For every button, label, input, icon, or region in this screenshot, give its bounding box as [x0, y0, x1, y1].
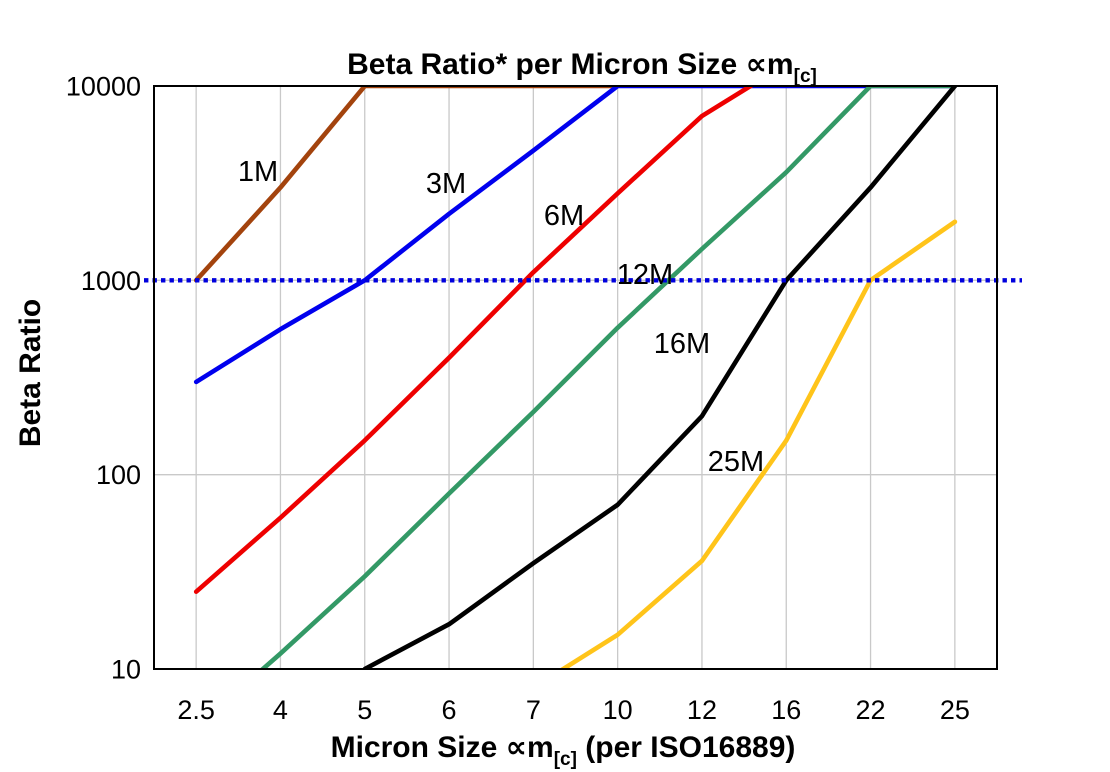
series-label-12M: 12M	[617, 259, 673, 291]
y-tick-label-10: 10	[111, 655, 141, 685]
x-tick-label-7: 7	[526, 695, 541, 725]
x-axis-title: Micron Size ∝m[c] (per ISO16889)	[331, 731, 796, 770]
series-label-1M: 1M	[238, 156, 278, 188]
x-axis-title-post: (per ISO16889)	[577, 731, 795, 764]
series-lines	[193, 86, 958, 669]
x-axis-title-pre: Micron Size	[331, 731, 506, 764]
x-tick-label-22: 22	[856, 695, 886, 725]
series-line-3M	[193, 86, 958, 385]
plot-border	[153, 85, 998, 670]
series-line-12M	[259, 86, 958, 669]
series-label-25M: 25M	[708, 446, 764, 478]
series-labels: 1M 3M 6M 12M 16M 25M	[238, 156, 764, 478]
x-tick-label-2.5: 2.5	[177, 695, 215, 725]
y-tick-label-10000: 10000	[66, 72, 141, 102]
chart-title-main: Beta Ratio* per Micron Size	[347, 48, 745, 81]
y-tick-label-1000: 1000	[81, 266, 141, 296]
series-label-16M: 16M	[654, 328, 710, 360]
x-axis-title-unit-subscript: [c]	[554, 749, 577, 770]
chart-title-unit: ∝m	[746, 48, 794, 81]
chart-title-unit-subscript: [c]	[794, 66, 817, 87]
series-line-6M	[193, 86, 755, 595]
x-axis-title-unit: ∝m	[506, 731, 554, 764]
x-tick-label-25: 25	[940, 695, 970, 725]
series-line-25M	[558, 219, 958, 669]
x-tick-label-6: 6	[442, 695, 457, 725]
y-axis-title: Beta Ratio	[14, 299, 47, 447]
y-tick-label-100: 100	[96, 460, 141, 490]
series-line-16M	[362, 86, 958, 669]
x-tick-label-4: 4	[273, 695, 288, 725]
plot-frame	[153, 85, 998, 670]
chart-title: Beta Ratio* per Micron Size ∝m[c]	[347, 48, 817, 87]
x-tick-label-5: 5	[357, 695, 372, 725]
gridlines	[154, 86, 997, 669]
series-label-3M: 3M	[426, 168, 466, 200]
series-label-6M: 6M	[544, 200, 584, 232]
series-line-1M	[193, 86, 620, 283]
x-tick-label-10: 10	[603, 695, 633, 725]
x-tick-label-16: 16	[771, 695, 801, 725]
x-tick-label-12: 12	[687, 695, 717, 725]
axis-tick-labels: 10 100 1000 10000 2.5 4 5 6 7 10 12 16 22 25	[66, 72, 970, 726]
